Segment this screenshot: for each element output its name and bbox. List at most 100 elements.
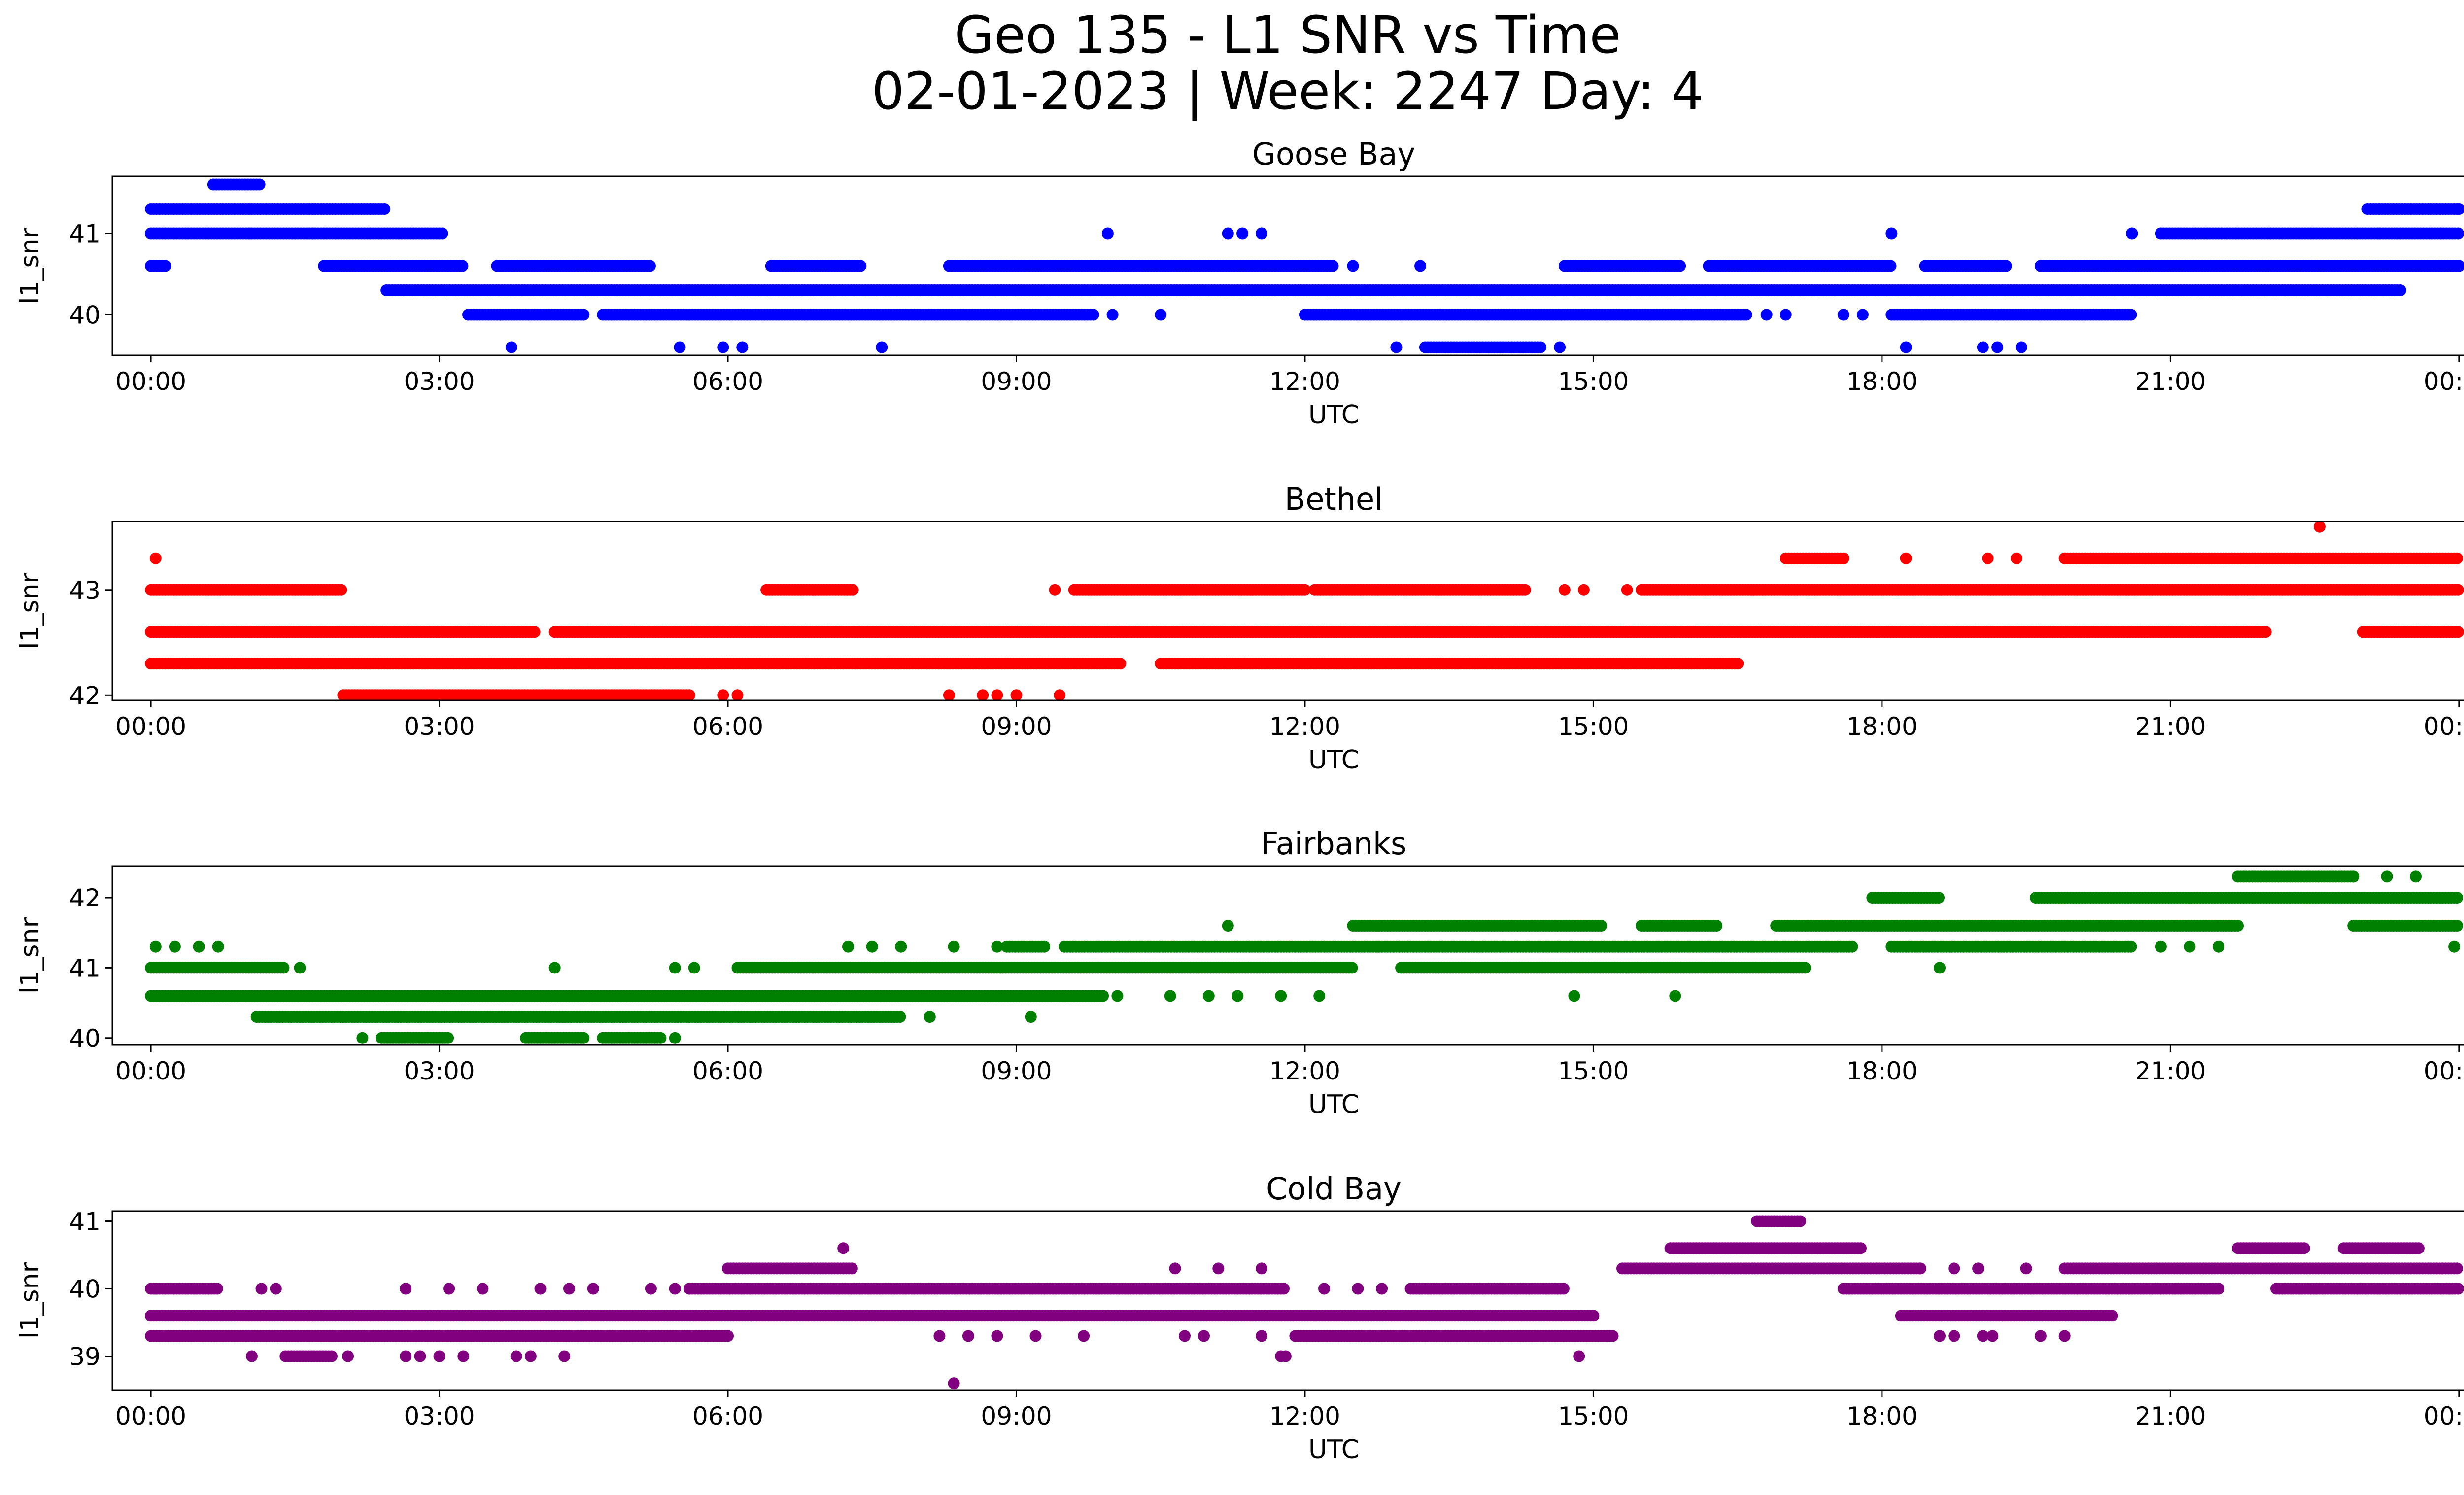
data-point	[736, 341, 749, 353]
data-point	[644, 260, 656, 272]
data-point	[1054, 689, 1066, 701]
data-point	[1900, 552, 1912, 564]
data-point	[1856, 309, 1869, 321]
data-point	[2232, 920, 2244, 932]
data-point	[2451, 552, 2463, 564]
data-point	[149, 552, 162, 564]
data-point	[335, 584, 347, 596]
y-tick-label: 42	[69, 681, 101, 710]
data-point	[2452, 227, 2464, 240]
x-tick-label: 00:00	[2424, 712, 2464, 741]
data-point	[2011, 552, 2023, 564]
data-point	[1982, 552, 1994, 564]
data-point	[991, 689, 1003, 701]
x-tick-label: 15:00	[1558, 367, 1629, 396]
data-point	[1327, 260, 1339, 272]
x-tick-label: 06:00	[692, 367, 763, 396]
data-point	[436, 227, 448, 240]
data-point	[1558, 584, 1571, 596]
data-point	[674, 341, 686, 353]
data-point	[1155, 309, 1167, 321]
figure-title-line2: 02-01-2023 | Week: 2247 Day: 4	[871, 61, 1704, 121]
data-point	[1236, 227, 1249, 240]
data-point	[456, 260, 469, 272]
axes-frame	[111, 521, 2464, 701]
x-tick-label: 21:00	[2135, 712, 2206, 741]
panel-title: Bethel	[1285, 481, 1383, 517]
data-point	[1674, 260, 1686, 272]
data-point	[1535, 341, 1547, 353]
data-point	[253, 178, 266, 191]
data-point	[378, 203, 391, 215]
data-point	[1837, 552, 1849, 564]
x-tick-label: 00:00	[115, 712, 186, 741]
y-tick-label: 40	[69, 301, 101, 330]
data-point	[2451, 920, 2463, 932]
data-point	[1837, 309, 1849, 321]
series-points	[145, 870, 2463, 1044]
data-point	[1038, 940, 1051, 953]
data-point	[1740, 309, 1752, 321]
y-axis-label: l1_snr	[15, 572, 45, 649]
x-tick-label: 09:00	[981, 367, 1052, 396]
data-point	[1621, 584, 1633, 596]
data-point	[1884, 260, 1897, 272]
data-point	[528, 626, 541, 638]
panel-title: Goose Bay	[1252, 136, 1415, 172]
data-point	[2259, 626, 2272, 638]
data-point	[1885, 227, 1898, 240]
data-point	[1256, 227, 1268, 240]
x-tick-label: 00:00	[115, 367, 186, 396]
data-point	[1049, 584, 1061, 596]
data-point	[717, 341, 729, 353]
data-point	[2452, 626, 2464, 638]
data-point	[1760, 309, 1773, 321]
data-point	[1414, 260, 1427, 272]
x-tick-label: 00:00	[2424, 367, 2464, 396]
data-point	[1780, 309, 1792, 321]
y-tick-label: 43	[69, 576, 101, 605]
data-point	[2451, 892, 2463, 904]
data-point	[1087, 309, 1099, 321]
data-point	[1114, 658, 1127, 670]
data-point	[1390, 341, 1403, 353]
figure-title: Geo 135 - L1 SNR vs Time 02-01-2023 | We…	[0, 7, 2464, 119]
x-tick-label: 18:00	[1847, 712, 1917, 741]
data-point	[717, 689, 729, 701]
data-point	[159, 260, 171, 272]
data-point	[1664, 260, 1677, 272]
data-point	[1711, 920, 1723, 932]
data-point	[1010, 689, 1023, 701]
x-tick-label: 15:00	[1558, 712, 1629, 741]
data-point	[1577, 584, 1590, 596]
series-points	[145, 178, 2464, 353]
x-tick-label: 12:00	[1269, 712, 1340, 741]
data-point	[855, 260, 867, 272]
x-tick-label: 03:00	[404, 712, 475, 741]
data-point	[731, 689, 744, 701]
data-point	[578, 309, 590, 321]
data-point	[847, 584, 859, 596]
data-point	[1732, 658, 1744, 670]
data-point	[1991, 341, 2004, 353]
data-point	[1101, 227, 1114, 240]
data-point	[1977, 341, 1989, 353]
x-tick-label: 21:00	[2135, 367, 2206, 396]
data-point	[505, 341, 517, 353]
data-point	[2125, 309, 2137, 321]
x-tick-label: 12:00	[1269, 367, 1340, 396]
y-axis-label: l1_snr	[15, 227, 45, 304]
data-point	[1519, 584, 1531, 596]
data-point	[2015, 341, 2027, 353]
data-point	[1347, 260, 1359, 272]
data-point	[2452, 584, 2464, 596]
x-axis-label: UTC	[1308, 400, 1359, 430]
data-point	[1554, 341, 1566, 353]
series-points	[145, 521, 2464, 701]
data-point	[2126, 227, 2138, 240]
